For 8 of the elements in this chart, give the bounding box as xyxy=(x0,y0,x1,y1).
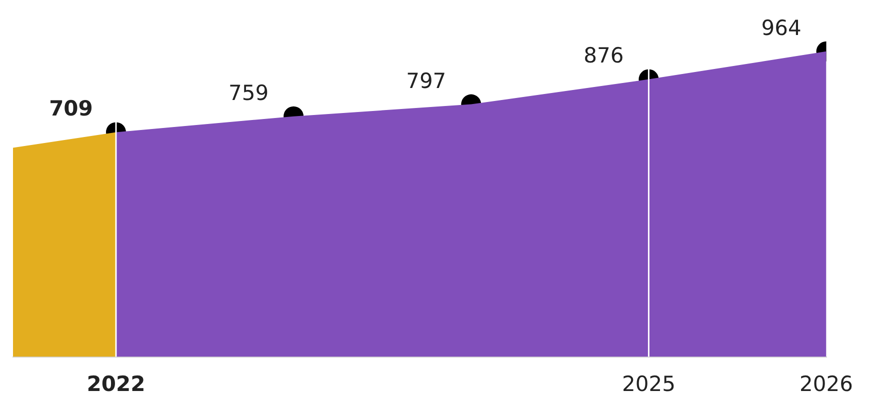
data-label: 964 xyxy=(761,16,802,40)
x-tick-label: 2026 xyxy=(800,372,854,396)
data-label: 876 xyxy=(584,44,624,68)
data-label: 759 xyxy=(228,80,269,105)
x-tick-label: 2022 xyxy=(86,372,146,396)
data-label: 797 xyxy=(406,68,446,93)
x-tick-label: 2025 xyxy=(622,372,676,396)
data-label: 709 xyxy=(49,96,93,121)
